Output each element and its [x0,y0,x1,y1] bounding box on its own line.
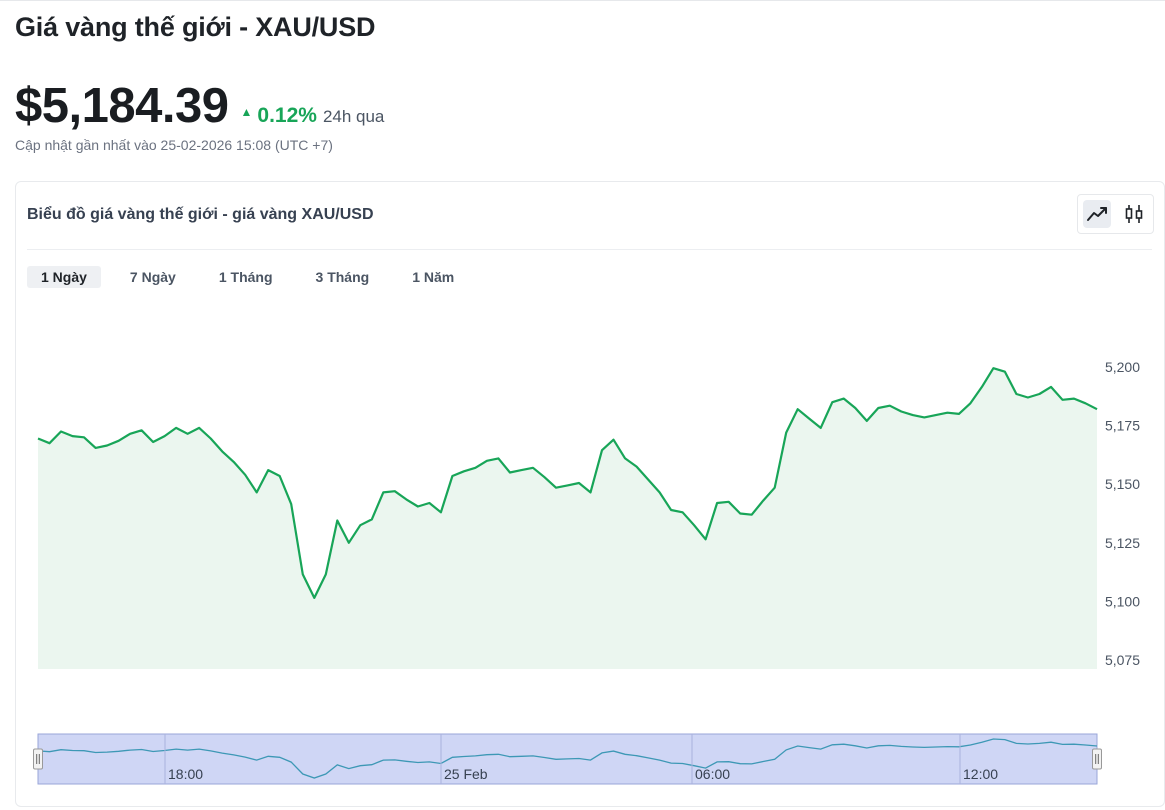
tab-1-year[interactable]: 1 Năm [412,269,455,285]
tab-1-day[interactable]: 1 Ngày [27,266,101,288]
navigator-handle-left[interactable] [33,748,43,770]
y-axis: 5,200 5,175 5,150 5,125 5,100 5,075 [1105,359,1140,668]
y-tick-label: 5,125 [1105,535,1140,551]
main-plot [37,367,1098,669]
navigator-line [37,738,1098,779]
chart-card-title: Biểu đồ giá vàng thế giới - giá vàng XAU… [27,206,374,223]
page-title: Giá vàng thế giới - XAU/USD [15,12,376,42]
y-tick-label: 5,075 [1105,652,1140,668]
change-percent: 0.12% [257,104,317,127]
y-tick-label: 5,150 [1105,476,1140,492]
chart-type-switch [1077,194,1154,234]
line-chart-button[interactable] [1082,200,1111,228]
price-area [38,368,1097,669]
navigator-time-label: 25 Feb [444,766,488,782]
navigator-handle-right[interactable] [1092,748,1102,770]
last-updated: Cập nhật gần nhất vào 25-02-2026 15:08 (… [15,137,333,153]
tab-7-days[interactable]: 7 Ngày [129,269,176,285]
y-tick-label: 5,175 [1105,418,1140,434]
navigator[interactable]: 18:00 25 Feb 06:00 12:00 [33,733,1102,785]
y-tick-label: 5,100 [1105,593,1140,609]
top-border [0,0,1165,1]
triangle-up-icon: ▲ [240,105,253,119]
change-period: 24h qua [322,107,385,126]
candlestick-button[interactable] [1120,200,1148,228]
candlestick-icon [1125,205,1143,223]
tab-1-month[interactable]: 1 Tháng [218,269,273,285]
navigator-time-label: 18:00 [168,766,203,782]
y-tick-label: 5,200 [1105,359,1140,375]
current-price: $5,184.39 [15,79,229,133]
range-tabs: 1 Ngày 7 Ngày 1 Tháng 3 Tháng 1 Năm [27,266,483,288]
tab-3-months[interactable]: 3 Tháng [315,269,370,285]
navigator-time-label: 12:00 [963,766,998,782]
navigator-time-label: 06:00 [695,766,730,782]
card-divider [27,249,1152,250]
price-line [37,367,1098,600]
price-row: $5,184.39 ▲ 0.12% 24h qua [15,78,384,134]
line-chart-icon [1086,207,1107,221]
